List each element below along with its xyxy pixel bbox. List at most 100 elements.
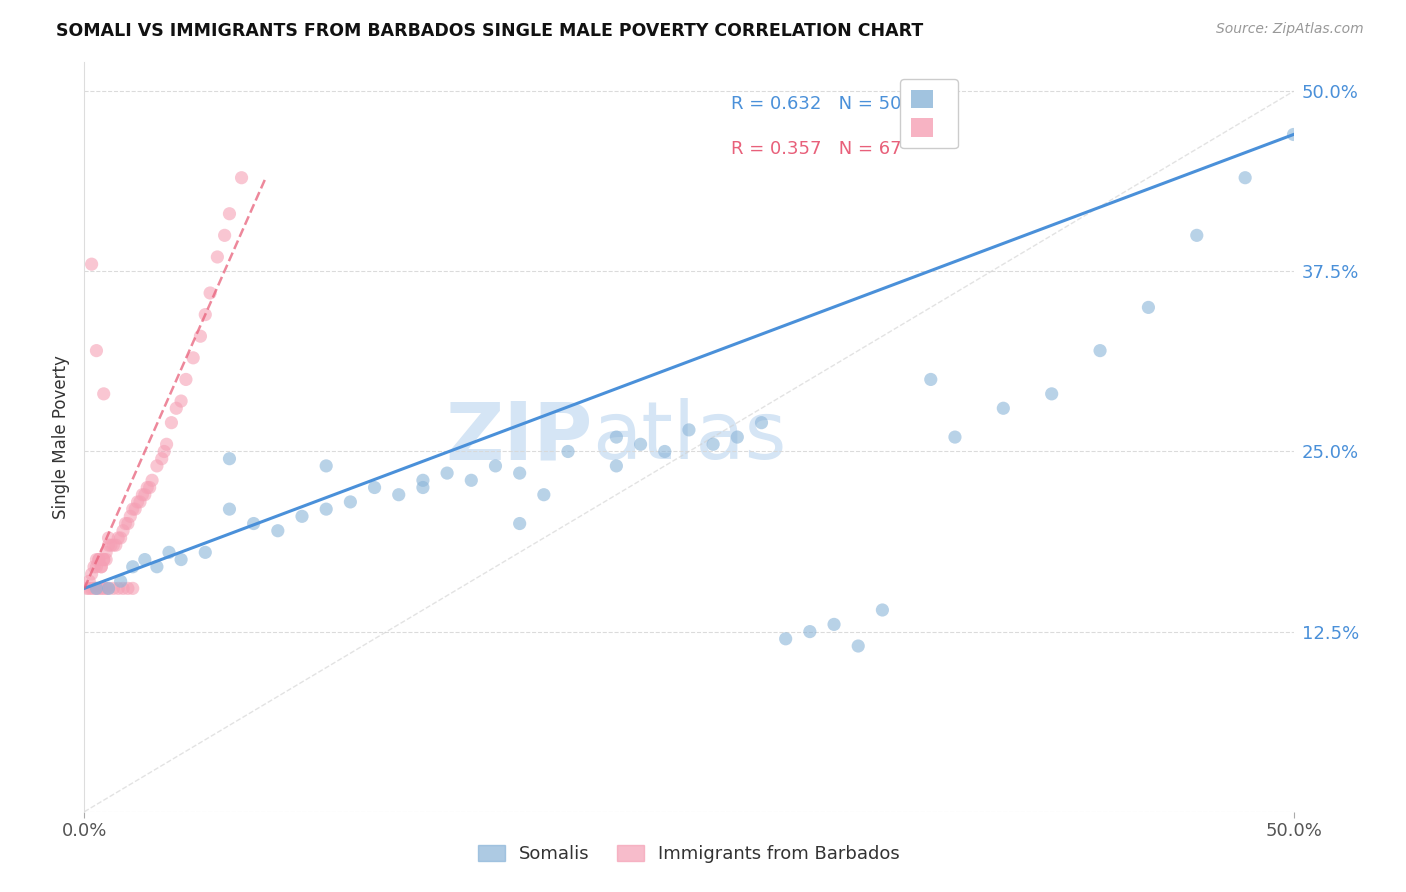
Text: SOMALI VS IMMIGRANTS FROM BARBADOS SINGLE MALE POVERTY CORRELATION CHART: SOMALI VS IMMIGRANTS FROM BARBADOS SINGL… — [56, 22, 924, 40]
Point — [1137, 301, 1160, 315]
Point — [363, 481, 385, 495]
Point — [654, 444, 676, 458]
Point — [170, 552, 193, 566]
Point — [181, 351, 204, 365]
Point — [117, 582, 139, 596]
Point — [90, 582, 112, 596]
Point — [155, 437, 177, 451]
Point — [846, 639, 869, 653]
Point — [1088, 343, 1111, 358]
Point — [110, 531, 132, 545]
Point — [121, 502, 143, 516]
Point — [93, 552, 115, 566]
Point — [214, 228, 236, 243]
Point — [153, 444, 176, 458]
Point — [112, 582, 135, 596]
Point — [751, 416, 773, 430]
Point — [134, 552, 156, 566]
Point — [120, 509, 142, 524]
Y-axis label: Single Male Poverty: Single Male Poverty — [52, 355, 70, 519]
Point — [83, 582, 105, 596]
Point — [1234, 170, 1257, 185]
Point — [1040, 387, 1063, 401]
Point — [388, 488, 411, 502]
Text: Source: ZipAtlas.com: Source: ZipAtlas.com — [1216, 22, 1364, 37]
Point — [484, 458, 506, 473]
Text: atlas: atlas — [592, 398, 786, 476]
Point — [165, 401, 187, 416]
Point — [412, 481, 434, 495]
Point — [77, 574, 100, 589]
Point — [86, 582, 108, 596]
Point — [194, 308, 217, 322]
Point — [138, 481, 160, 495]
Point — [533, 488, 555, 502]
Text: R = 0.357   N = 67: R = 0.357 N = 67 — [731, 140, 901, 158]
Point — [86, 582, 108, 596]
Point — [131, 488, 153, 502]
Point — [436, 466, 458, 480]
Point — [117, 516, 139, 531]
Text: ZIP: ZIP — [444, 398, 592, 476]
Legend: Somalis, Immigrants from Barbados: Somalis, Immigrants from Barbados — [471, 838, 907, 870]
Point — [150, 451, 173, 466]
Point — [129, 495, 152, 509]
Point — [94, 582, 117, 596]
Point — [194, 545, 217, 559]
Point — [315, 502, 337, 516]
Point — [775, 632, 797, 646]
Point — [412, 473, 434, 487]
Point — [872, 603, 894, 617]
Point — [605, 458, 627, 473]
Point — [218, 207, 240, 221]
Point — [77, 582, 100, 596]
Point — [103, 582, 125, 596]
Point — [93, 582, 115, 596]
Point — [218, 451, 240, 466]
Point — [943, 430, 966, 444]
Point — [157, 545, 180, 559]
Point — [799, 624, 821, 639]
Point — [112, 524, 135, 538]
Point — [107, 582, 129, 596]
Point — [94, 545, 117, 559]
Point — [190, 329, 212, 343]
Point — [100, 538, 122, 552]
Point — [823, 617, 845, 632]
Point — [630, 437, 652, 451]
Point — [315, 458, 337, 473]
Point — [725, 430, 748, 444]
Point — [198, 285, 221, 300]
Point — [141, 473, 163, 487]
Point — [104, 538, 127, 552]
Point — [90, 559, 112, 574]
Point — [97, 531, 120, 545]
Point — [339, 495, 361, 509]
Point — [90, 559, 112, 574]
Point — [86, 343, 108, 358]
Point — [267, 524, 290, 538]
Point — [107, 531, 129, 545]
Point — [242, 516, 264, 531]
Point — [80, 566, 103, 581]
Point — [97, 538, 120, 552]
Point — [146, 559, 169, 574]
Point — [127, 495, 149, 509]
Point — [134, 488, 156, 502]
Point — [103, 538, 125, 552]
Point — [87, 552, 110, 566]
Point — [218, 502, 240, 516]
Point — [93, 552, 115, 566]
Point — [993, 401, 1015, 416]
Point — [146, 458, 169, 473]
Text: R = 0.632   N = 50: R = 0.632 N = 50 — [731, 95, 901, 112]
Point — [160, 416, 183, 430]
Point — [460, 473, 482, 487]
Point — [86, 559, 108, 574]
Point — [76, 582, 98, 596]
Point — [87, 552, 110, 566]
Point — [207, 250, 229, 264]
Point — [509, 466, 531, 480]
Point — [80, 257, 103, 271]
Point — [97, 582, 120, 596]
